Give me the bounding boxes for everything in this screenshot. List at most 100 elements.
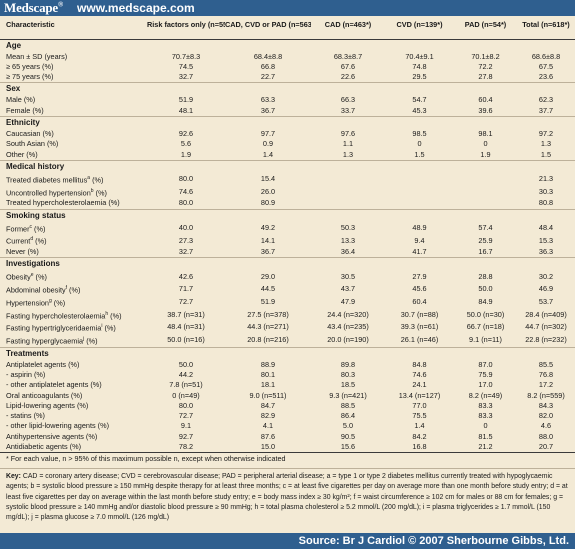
- table-cell: 75.9: [478, 369, 493, 379]
- table-cell: 9.0 (n=511): [249, 390, 287, 400]
- table-cell: 29.5: [412, 72, 427, 82]
- table-cell: 42.6: [178, 271, 194, 281]
- table-cell: 67.5: [538, 61, 554, 71]
- section-header-row: Ethnicity: [0, 116, 575, 129]
- table-cell: [454, 173, 517, 186]
- table-cell: 82.0: [538, 411, 554, 421]
- table-cell: 98.1: [478, 128, 493, 138]
- table-cell: 82.9: [260, 411, 276, 421]
- table-cell: [311, 186, 385, 199]
- table-cell: 36.4: [340, 247, 356, 257]
- row-label: Other (%): [6, 149, 38, 159]
- table-cell: 50.0 (n=30): [466, 309, 505, 319]
- table-cell: 30.3: [538, 186, 554, 196]
- section-header-row: Investigations: [0, 257, 575, 271]
- table-cell: 30.2: [538, 271, 554, 281]
- table-cell: 1.4: [414, 421, 425, 431]
- table-cell: 70.4±9.1: [405, 51, 434, 61]
- table-cell: 72.2: [478, 61, 493, 71]
- table-cell: [454, 198, 517, 209]
- row-label: Fasting hyperglycaemiaj (%): [6, 335, 98, 346]
- table-cell: 87.0: [478, 359, 493, 369]
- table-cell: 0: [417, 139, 422, 149]
- table-cell: [385, 186, 454, 199]
- section-title: Smoking status: [0, 208, 575, 222]
- abbreviation-key: Key: CAD = coronary artery disease; CVD …: [6, 472, 571, 523]
- table-cell: 1.9: [480, 149, 491, 159]
- table-row: - statins (%) 72.7 82.9 86.4 75.5 83.3 82.0: [0, 411, 575, 421]
- table-cell: 23.6: [538, 72, 554, 82]
- table-cell: 80.8: [538, 198, 554, 208]
- table-cell: 38.7 (n=31): [167, 309, 205, 319]
- row-label: Hypertensiong (%): [6, 297, 66, 308]
- table-cell: 68.3±8.7: [333, 51, 363, 61]
- table-cell: 80.0: [178, 198, 194, 208]
- table-cell: 97.7: [260, 128, 276, 138]
- table-row: Other (%) 1.9 1.4 1.3 1.5 1.9 1.5: [0, 150, 575, 161]
- table-cell: 0: [483, 421, 488, 431]
- table-panel: Characteristic Risk factors only (n=55*)…: [0, 16, 575, 533]
- table-cell: 28.8: [478, 271, 493, 281]
- row-label: Uncontrolled hypertensionb (%): [6, 187, 107, 198]
- row-label: Formerc (%): [6, 223, 46, 234]
- table-cell: 27.3: [178, 235, 194, 245]
- table-cell: 51.9: [260, 296, 276, 306]
- table-cell: 17.0: [478, 380, 493, 390]
- row-label: Obesitye (%): [6, 272, 47, 282]
- key-label: Key:: [6, 473, 21, 480]
- table-cell: 9.1 (n=11): [469, 335, 502, 345]
- row-label: Mean ± SD (years): [6, 51, 68, 61]
- table-cell: 26.1 (n=46): [400, 335, 439, 345]
- table-cell: 63.3: [260, 95, 276, 105]
- table-cell: 15.0: [225, 442, 311, 454]
- row-label: Female (%): [6, 105, 44, 115]
- section-header-row: Medical history: [0, 159, 575, 173]
- table-cell: 37.7: [538, 105, 554, 115]
- row-label: ≥ 65 years (%): [6, 61, 54, 71]
- table-cell: 39.6: [478, 105, 493, 115]
- table-cell: 70.1±8.2: [471, 51, 500, 61]
- table-cell: 74.6: [412, 369, 427, 379]
- table-cell: 80.3: [340, 369, 356, 379]
- table-cell: 24.1: [412, 380, 427, 390]
- table-cell: 7.8 (n=51): [169, 380, 203, 390]
- table-cell: 21.3: [538, 174, 554, 184]
- section-title: Treatments: [0, 346, 575, 360]
- table-row: ≥ 65 years (%) 74.5 66.8 67.6 74.8 72.2 67.5: [0, 62, 575, 72]
- table-cell: 68.6±8.8: [531, 51, 561, 61]
- table-row: Treated diabetes mellitusa (%) 80.0 15.4 21…: [0, 173, 575, 186]
- table-cell: 32.7: [178, 72, 194, 82]
- table-cell: 66.8: [260, 61, 276, 71]
- table-cell: 78.2: [147, 442, 225, 454]
- section-title: Medical history: [0, 159, 575, 173]
- table-cell: 44.7 (n=302): [525, 322, 567, 332]
- row-label: Fasting hypertriglyceridaemiai (%): [6, 323, 116, 333]
- source-footer-bar: Source: Br J Cardiol © 2007 Sherbourne G…: [0, 533, 575, 549]
- table-cell: 67.6: [340, 61, 356, 71]
- site-url-link[interactable]: www.medscape.com: [77, 1, 195, 15]
- section-header-row: Age: [0, 39, 575, 52]
- table-cell: 13.4 (n=127): [398, 390, 441, 400]
- table-cell: 22.8 (n=232): [525, 335, 567, 345]
- row-label: - statins (%): [6, 411, 45, 421]
- table-cell: 1.1: [342, 139, 354, 149]
- table-row: Lipid-lowering agents (%) 80.0 84.7 88.5 77.…: [0, 401, 575, 411]
- divider: [0, 468, 575, 469]
- row-label: - other lipid-lowering agents (%): [6, 421, 110, 431]
- table-cell: 76.8: [538, 369, 554, 379]
- medscape-logo[interactable]: Medscape®: [4, 0, 64, 15]
- table-cell: 18.5: [340, 380, 356, 390]
- table-row: Hypertensiong (%) 72.7 51.9 47.9 60.4 84.9 53.…: [0, 296, 575, 309]
- table-cell: 41.7: [412, 247, 427, 257]
- table-row: Fasting hypertriglyceridaemiai (%) 48.4 (…: [0, 321, 575, 334]
- table-cell: 81.5: [478, 431, 493, 441]
- table-row: ≥ 75 years (%) 32.7 22.7 22.6 29.5 27.8 23.6: [0, 72, 575, 83]
- column-header: PAD (n=54*): [454, 18, 517, 40]
- table-cell: 4.6: [540, 421, 552, 431]
- table-cell: [454, 186, 517, 199]
- row-label: Never (%): [6, 247, 39, 257]
- table-row: Fasting hyperglycaemiaj (%) 50.0 (n=16) 20…: [0, 334, 575, 347]
- table-cell: 62.3: [538, 95, 554, 105]
- table-cell: 44.2: [178, 369, 194, 379]
- table-cell: 72.7: [178, 411, 194, 421]
